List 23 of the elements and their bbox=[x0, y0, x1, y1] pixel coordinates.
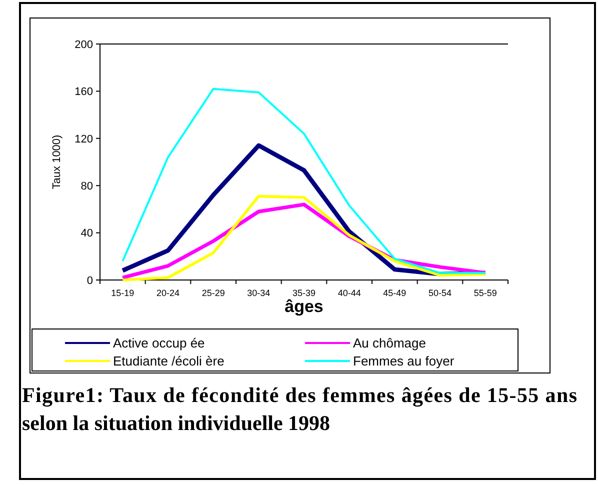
x-tick-label: 50-54 bbox=[428, 288, 452, 298]
x-tick-label: 45-49 bbox=[383, 288, 406, 298]
x-tick-label: 15-19 bbox=[111, 288, 134, 298]
legend-label: Active occup ée bbox=[113, 336, 205, 351]
legend-label: Etudiante /écoli ère bbox=[113, 354, 224, 369]
x-tick-label: 35-39 bbox=[292, 288, 316, 298]
x-tick-label: 20-24 bbox=[156, 288, 180, 298]
y-tick-label: 120 bbox=[74, 133, 93, 146]
y-tick-label: 200 bbox=[74, 38, 93, 51]
y-tick-label: 40 bbox=[80, 228, 93, 240]
line-series bbox=[122, 88, 486, 274]
x-axis-title: âges bbox=[284, 297, 324, 316]
legend-label: Femmes au foyer bbox=[353, 354, 455, 369]
y-tick-label: 0 bbox=[86, 274, 93, 287]
legend-label: Au chômage bbox=[353, 336, 426, 351]
y-tick-label: 80 bbox=[80, 180, 93, 192]
y-axis-title: Taux 1000) bbox=[51, 134, 63, 190]
x-tick-label: 30-34 bbox=[247, 288, 270, 298]
x-tick-label: 25-29 bbox=[202, 288, 225, 298]
x-tick-label: 40-44 bbox=[338, 288, 361, 298]
text: Figure1: Taux de fécondité des femmes âgées de 15-55 ans selon la situation individuelle 1998 bbox=[22, 383, 577, 435]
x-tick-label: 55-59 bbox=[474, 288, 497, 298]
y-tick-label: 160 bbox=[74, 86, 93, 98]
